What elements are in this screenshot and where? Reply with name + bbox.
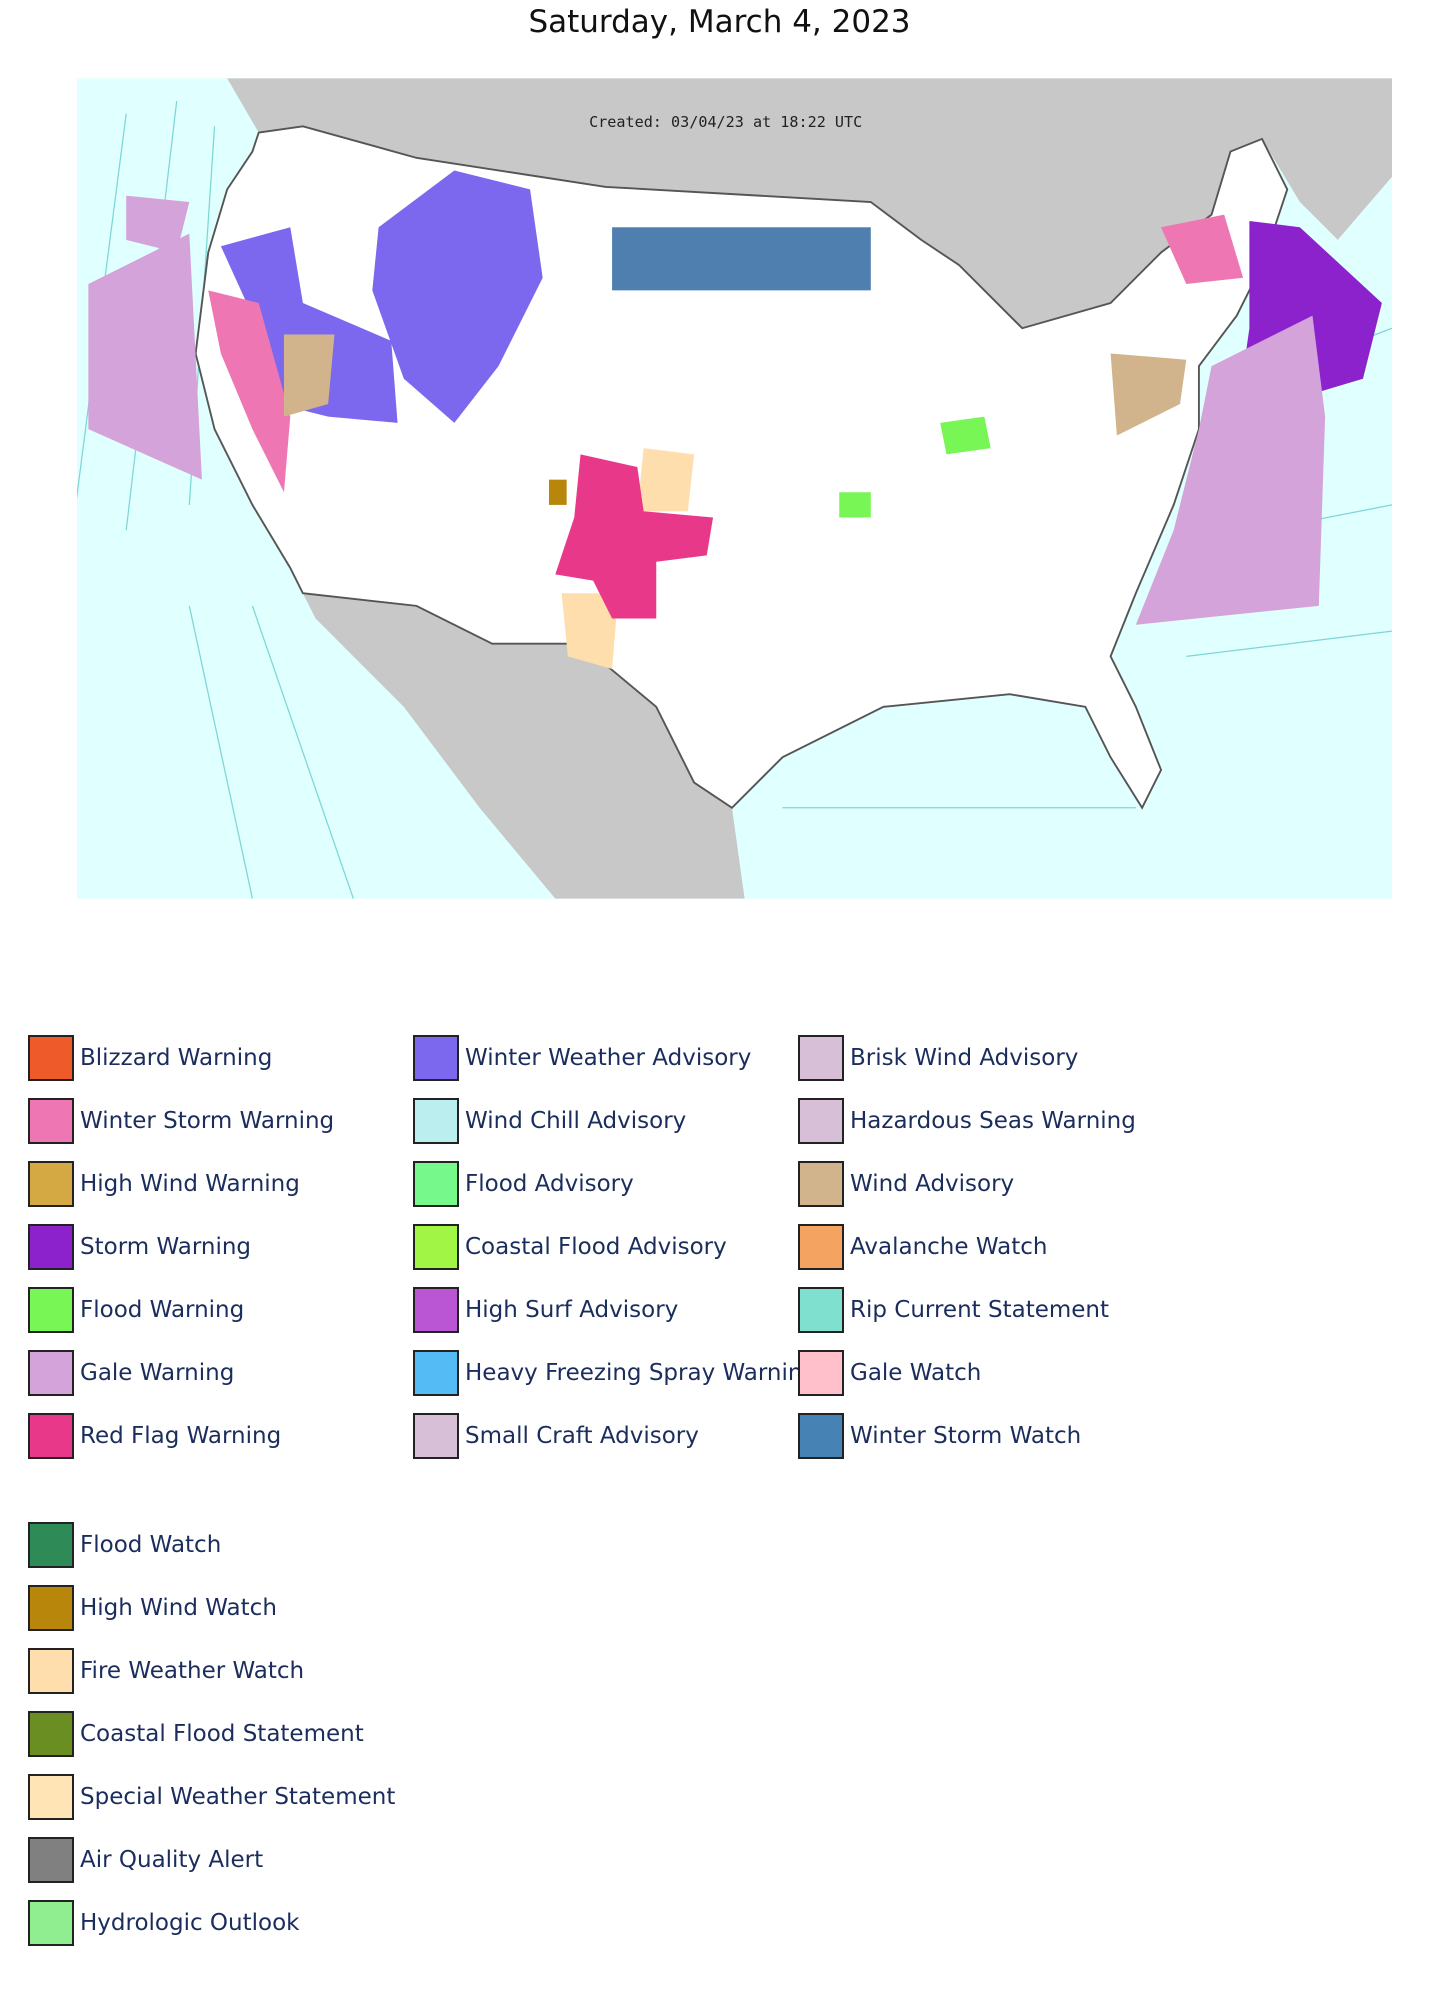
legend-label: Hydrologic Outlook (80, 1910, 300, 1936)
legend-label: Brisk Wind Advisory (850, 1045, 1079, 1071)
legend-label: High Wind Watch (80, 1595, 277, 1621)
legend-swatch (798, 1413, 844, 1459)
legend-item: Flood Watch (28, 1520, 221, 1570)
legend-label: Winter Storm Watch (850, 1423, 1082, 1449)
legend-swatch (28, 1350, 74, 1396)
legend-item: Fire Weather Watch (28, 1646, 304, 1696)
legend-item: Gale Warning (28, 1348, 234, 1398)
legend-item: Red Flag Warning (28, 1411, 281, 1461)
page-title: Saturday, March 4, 2023 (528, 4, 911, 40)
legend-swatch (798, 1098, 844, 1144)
legend-label: Gale Watch (850, 1360, 982, 1386)
legend-swatch (413, 1224, 459, 1270)
legend-swatch (798, 1350, 844, 1396)
legend-swatch (28, 1413, 74, 1459)
legend-label: Wind Advisory (850, 1171, 1015, 1197)
legend-swatch (28, 1900, 74, 1946)
legend-item: Air Quality Alert (28, 1835, 263, 1885)
legend-label: Blizzard Warning (80, 1045, 273, 1071)
legend-label: Flood Advisory (465, 1171, 634, 1197)
legend-label: Avalanche Watch (850, 1234, 1048, 1260)
legend-label: Red Flag Warning (80, 1423, 282, 1449)
legend-swatch (28, 1522, 74, 1568)
alert-areas (88, 170, 1382, 669)
legend-item: Coastal Flood Advisory (413, 1222, 727, 1272)
legend-label: Coastal Flood Statement (80, 1721, 364, 1747)
legend-item: Flood Warning (28, 1285, 244, 1335)
legend-label: Gale Warning (80, 1360, 235, 1386)
legend-label: Wind Chill Advisory (465, 1108, 687, 1134)
legend-item: Rip Current Statement (798, 1285, 1109, 1335)
legend-label: High Wind Warning (80, 1171, 300, 1197)
legend-swatch (413, 1413, 459, 1459)
legend-swatch (413, 1350, 459, 1396)
legend-label: Heavy Freezing Spray Warning (465, 1360, 818, 1386)
legend-item: Blizzard Warning (28, 1033, 272, 1083)
legend-item: Small Craft Advisory (413, 1411, 699, 1461)
legend-item: Gale Watch (798, 1348, 981, 1398)
legend-label: Fire Weather Watch (80, 1658, 305, 1684)
legend-swatch (28, 1711, 74, 1757)
legend-swatch (28, 1837, 74, 1883)
legend-swatch (28, 1224, 74, 1270)
legend-swatch (28, 1098, 74, 1144)
legend-item: Avalanche Watch (798, 1222, 1047, 1272)
legend-label: Coastal Flood Advisory (465, 1234, 727, 1260)
legend-swatch (28, 1648, 74, 1694)
mexico (302, 593, 745, 899)
legend-item: Winter Storm Warning (28, 1096, 334, 1146)
canada (227, 78, 1392, 329)
created-stamp: Created: 03/04/23 at 18:22 UTC (589, 113, 862, 131)
legend-item: Brisk Wind Advisory (798, 1033, 1078, 1083)
legend-label: Flood Watch (80, 1532, 222, 1558)
legend-item: Wind Chill Advisory (413, 1096, 686, 1146)
legend-swatch (413, 1035, 459, 1081)
legend-item: Storm Warning (28, 1222, 251, 1272)
legend-swatch (28, 1035, 74, 1081)
legend-swatch (413, 1161, 459, 1207)
legend-label: High Surf Advisory (465, 1297, 679, 1323)
legend-swatch (28, 1161, 74, 1207)
legend-swatch (28, 1585, 74, 1631)
legend-item: Coastal Flood Statement (28, 1709, 364, 1759)
legend-label: Special Weather Statement (80, 1784, 396, 1810)
legend-item: Flood Advisory (413, 1159, 634, 1209)
legend-item: Special Weather Statement (28, 1772, 395, 1822)
legend-item: Hazardous Seas Warning (798, 1096, 1136, 1146)
legend-item: Wind Advisory (798, 1159, 1014, 1209)
legend-swatch (798, 1224, 844, 1270)
legend-label: Storm Warning (80, 1234, 252, 1260)
legend-swatch (798, 1287, 844, 1333)
legend-label: Small Craft Advisory (465, 1423, 699, 1449)
legend-swatch (798, 1035, 844, 1081)
legend-label: Air Quality Alert (80, 1847, 264, 1873)
legend-label: Winter Weather Advisory (465, 1045, 752, 1071)
legend-label: Flood Warning (80, 1297, 245, 1323)
legend-label: Hazardous Seas Warning (850, 1108, 1136, 1134)
legend-item: Heavy Freezing Spray Warning (413, 1348, 817, 1398)
legend-swatch (798, 1161, 844, 1207)
legend-item: Winter Storm Watch (798, 1411, 1081, 1461)
legend-swatch (413, 1098, 459, 1144)
legend-item: High Wind Warning (28, 1159, 300, 1209)
legend-label: Winter Storm Warning (80, 1108, 335, 1134)
legend-item: High Surf Advisory (413, 1285, 678, 1335)
legend-label: Rip Current Statement (850, 1297, 1110, 1323)
legend-item: High Wind Watch (28, 1583, 277, 1633)
legend-item: Winter Weather Advisory (413, 1033, 751, 1083)
legend-swatch (28, 1287, 74, 1333)
legend-swatch (28, 1774, 74, 1820)
legend-swatch (413, 1287, 459, 1333)
legend-item: Hydrologic Outlook (28, 1898, 300, 1948)
alert-map: Created: 03/04/23 at 18:22 UTC (77, 78, 1392, 899)
